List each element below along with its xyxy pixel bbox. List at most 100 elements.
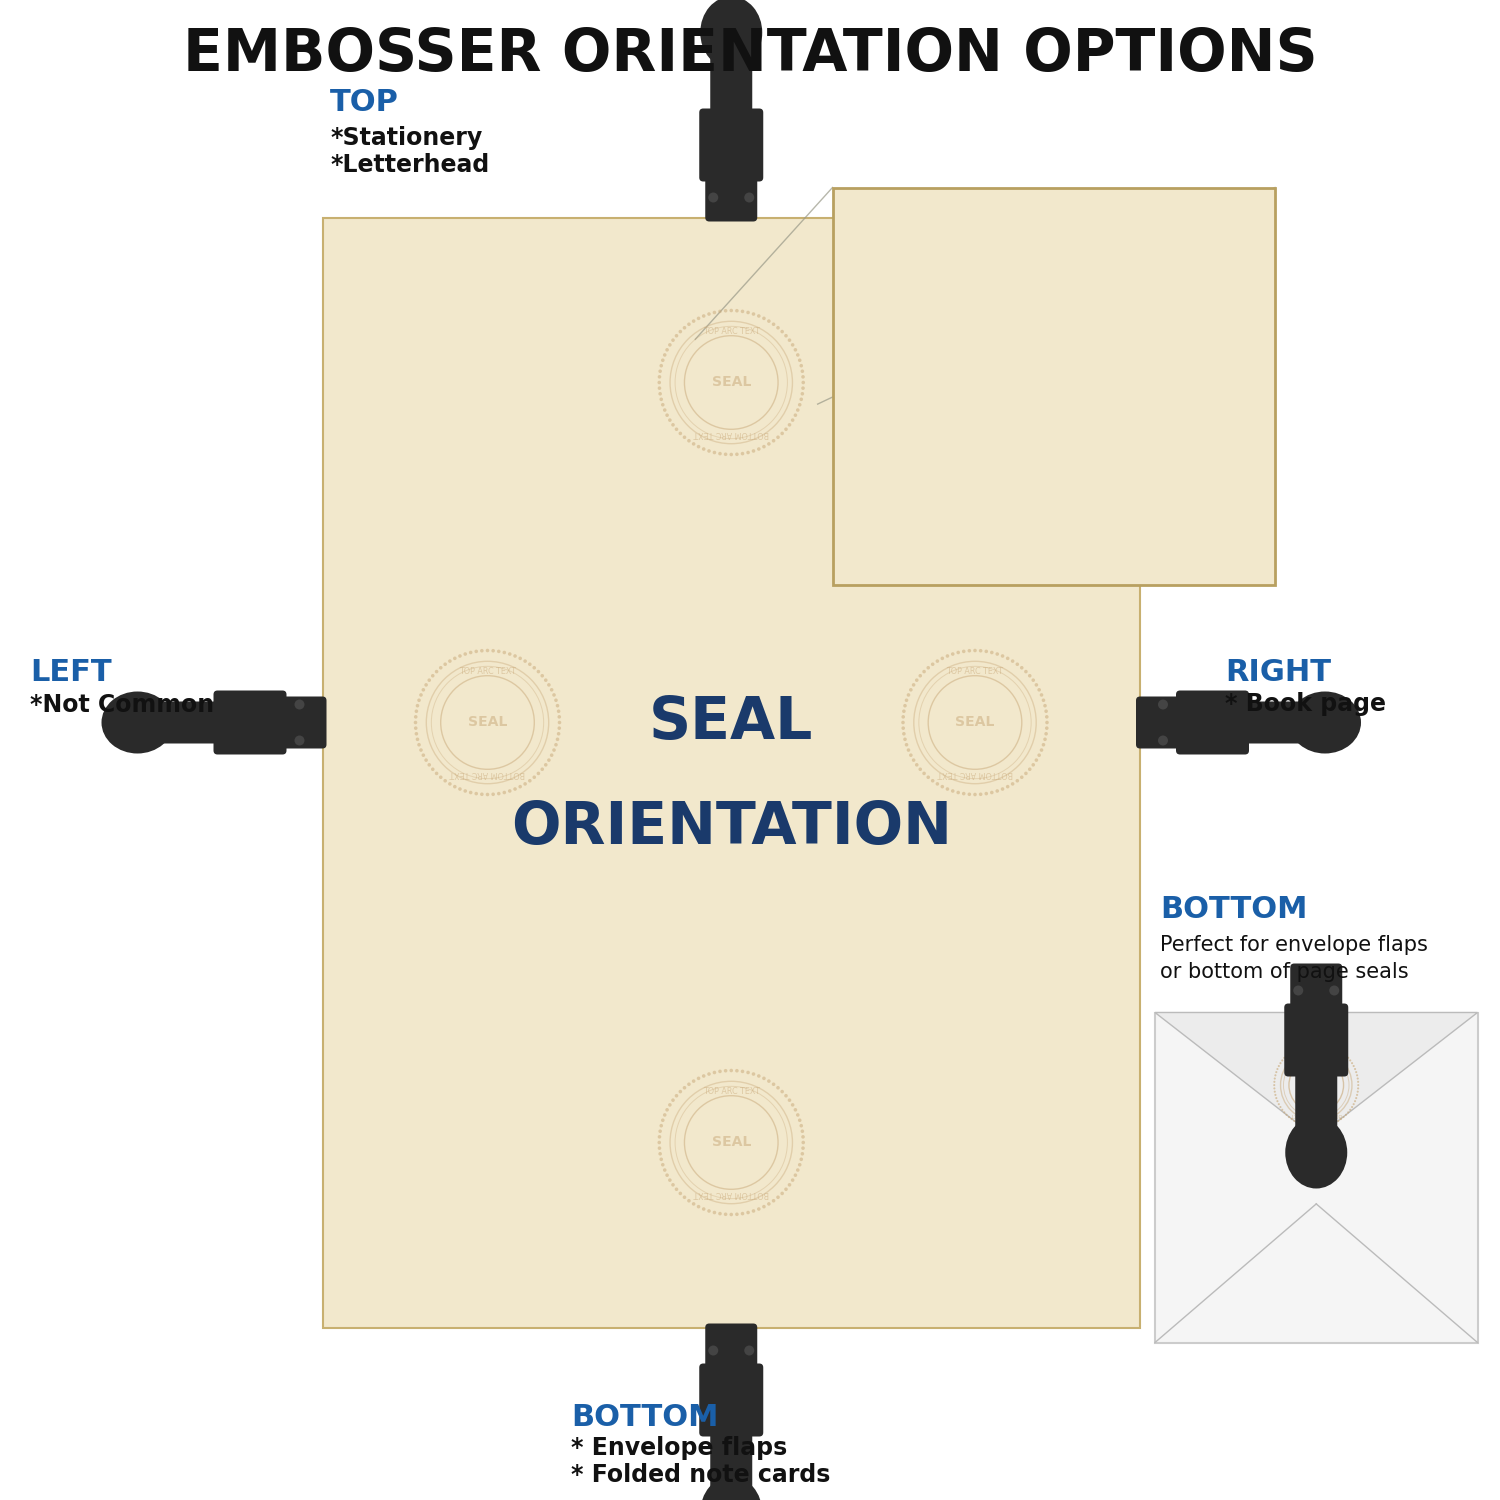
Circle shape: [996, 294, 1002, 300]
Circle shape: [909, 688, 912, 692]
Circle shape: [784, 1094, 788, 1098]
Circle shape: [496, 650, 501, 652]
Circle shape: [422, 688, 424, 692]
Circle shape: [702, 314, 705, 318]
Circle shape: [1125, 458, 1131, 464]
Circle shape: [747, 1210, 750, 1215]
Circle shape: [772, 322, 776, 326]
Circle shape: [528, 778, 531, 783]
Text: LEFT: LEFT: [30, 658, 111, 687]
Circle shape: [1148, 344, 1154, 348]
Circle shape: [776, 326, 780, 330]
Circle shape: [951, 789, 954, 794]
Circle shape: [657, 387, 662, 390]
Text: RIGHT: RIGHT: [1226, 658, 1330, 687]
Text: SEAL: SEAL: [711, 1136, 752, 1149]
Ellipse shape: [1288, 692, 1360, 753]
Circle shape: [1113, 468, 1118, 474]
Circle shape: [1026, 486, 1032, 490]
Circle shape: [675, 1188, 678, 1191]
Circle shape: [1348, 1108, 1352, 1112]
Circle shape: [780, 330, 784, 333]
Circle shape: [801, 381, 806, 384]
Text: * Folded note cards: * Folded note cards: [572, 1464, 831, 1488]
Circle shape: [1024, 771, 1028, 776]
FancyBboxPatch shape: [699, 108, 764, 182]
Circle shape: [675, 334, 678, 338]
Circle shape: [702, 1074, 705, 1078]
Circle shape: [776, 435, 780, 439]
Circle shape: [928, 675, 1022, 770]
Text: BOTTOM ARC TEXT: BOTTOM ARC TEXT: [693, 1190, 770, 1198]
Ellipse shape: [102, 692, 174, 753]
Circle shape: [1038, 753, 1041, 758]
Circle shape: [966, 446, 972, 450]
Circle shape: [678, 1191, 682, 1196]
Circle shape: [968, 792, 970, 796]
Circle shape: [940, 657, 944, 660]
Circle shape: [1020, 776, 1023, 778]
Circle shape: [798, 404, 801, 406]
Circle shape: [1274, 1084, 1275, 1086]
Circle shape: [458, 788, 462, 790]
Circle shape: [1042, 738, 1047, 741]
Circle shape: [1335, 1122, 1336, 1124]
Circle shape: [1092, 286, 1096, 292]
Circle shape: [684, 1095, 778, 1190]
Circle shape: [1274, 1082, 1275, 1083]
Circle shape: [687, 1198, 690, 1203]
Circle shape: [984, 792, 988, 795]
FancyBboxPatch shape: [705, 168, 758, 222]
Circle shape: [658, 392, 662, 396]
Circle shape: [772, 1083, 776, 1086]
Circle shape: [550, 753, 554, 758]
Circle shape: [416, 704, 420, 708]
Circle shape: [902, 720, 904, 724]
Circle shape: [724, 1212, 728, 1216]
Circle shape: [1275, 1074, 1276, 1077]
Circle shape: [796, 408, 800, 413]
Circle shape: [668, 1179, 672, 1182]
Circle shape: [801, 387, 806, 390]
Circle shape: [957, 790, 960, 795]
Circle shape: [444, 778, 447, 783]
Circle shape: [1288, 1058, 1344, 1113]
Circle shape: [1136, 446, 1142, 450]
Circle shape: [1296, 1122, 1298, 1124]
Circle shape: [906, 693, 910, 696]
Circle shape: [1156, 384, 1161, 388]
Circle shape: [698, 1204, 700, 1209]
Circle shape: [509, 789, 512, 794]
Circle shape: [1150, 416, 1156, 422]
Circle shape: [912, 682, 915, 687]
Circle shape: [1274, 1090, 1276, 1092]
Text: SEAL: SEAL: [956, 716, 994, 729]
Circle shape: [766, 442, 771, 446]
Circle shape: [663, 1168, 666, 1172]
Circle shape: [554, 699, 558, 702]
Circle shape: [424, 682, 427, 687]
Circle shape: [788, 1184, 792, 1186]
Circle shape: [660, 1124, 663, 1128]
Circle shape: [1154, 408, 1158, 414]
Circle shape: [966, 322, 972, 327]
Circle shape: [790, 419, 795, 422]
Circle shape: [1019, 483, 1025, 489]
Circle shape: [972, 315, 976, 321]
Circle shape: [1352, 1106, 1353, 1108]
Circle shape: [1154, 358, 1158, 364]
Circle shape: [1028, 674, 1032, 678]
Circle shape: [915, 764, 918, 766]
Circle shape: [668, 419, 672, 422]
Circle shape: [554, 742, 558, 747]
Circle shape: [1280, 1062, 1281, 1064]
Text: BOTTOM ARC TEXT: BOTTOM ARC TEXT: [938, 770, 1013, 778]
Circle shape: [724, 1070, 728, 1072]
Circle shape: [1156, 392, 1161, 398]
Circle shape: [441, 675, 534, 770]
Text: *Not Common: *Not Common: [30, 693, 214, 717]
Circle shape: [692, 320, 696, 322]
Circle shape: [496, 792, 501, 795]
FancyBboxPatch shape: [1136, 696, 1190, 748]
Circle shape: [972, 452, 976, 458]
